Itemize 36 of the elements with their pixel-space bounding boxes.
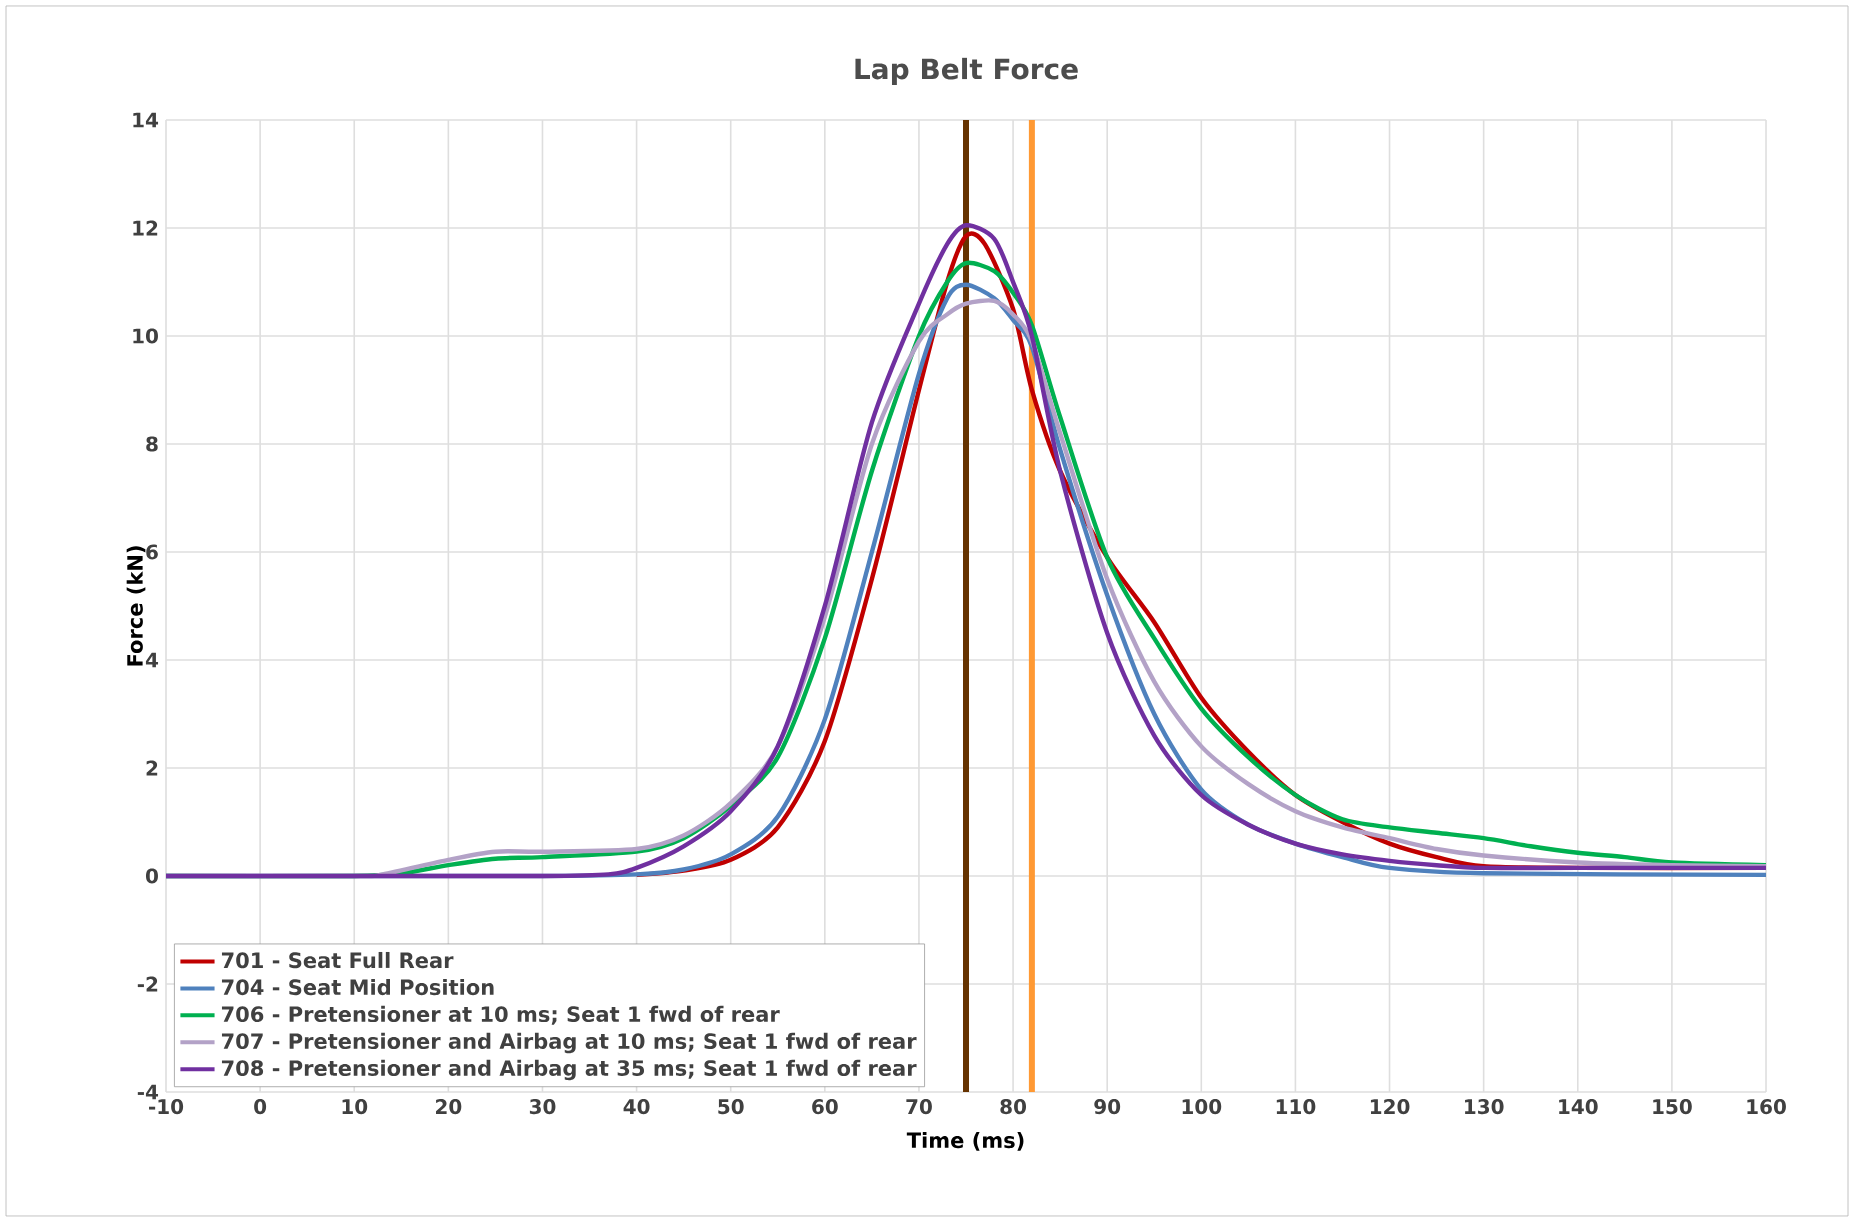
legend-label: 706 - Pretensioner at 10 ms; Seat 1 fwd of rear — [221, 1005, 780, 1025]
x-tick-label: 20 — [436, 1099, 462, 1115]
x-tick-label: 130 — [1465, 1099, 1504, 1115]
x-tick-label: 30 — [529, 1099, 556, 1115]
x-tick-label: 40 — [623, 1099, 650, 1115]
x-tick-label: -10 — [149, 1099, 184, 1115]
x-tick-label: 60 — [812, 1099, 838, 1115]
x-tick-label: 100 — [1182, 1099, 1222, 1115]
legend-label: 707 - Pretensioner and Airbag at 10 ms; Seat 1 fwd of rear — [221, 1032, 917, 1054]
y-axis-title: Force (kN) — [126, 546, 146, 666]
x-tick-label: 50 — [718, 1099, 744, 1115]
x-tick-label: 160 — [1747, 1099, 1786, 1115]
legend-label: 701 - Seat Full Rear — [221, 951, 454, 969]
y-tick-label: -2 — [137, 976, 158, 992]
x-tick-label: 150 — [1653, 1099, 1692, 1115]
y-tick-label: 4 — [145, 652, 159, 668]
x-tick-label: 120 — [1370, 1099, 1410, 1115]
y-tick-label: 10 — [133, 328, 158, 344]
y-tick-label: 0 — [145, 868, 158, 884]
x-tick-label: 110 — [1276, 1099, 1316, 1115]
y-tick-label: 6 — [146, 544, 158, 560]
legend-label: 704 - Seat Mid Position — [221, 978, 494, 996]
x-tick-label: 90 — [1094, 1099, 1121, 1115]
x-tick-label: 10 — [342, 1099, 368, 1115]
x-tick-label: 80 — [1000, 1099, 1027, 1115]
x-tick-label: 140 — [1559, 1099, 1598, 1115]
x-tick-label: 70 — [906, 1099, 932, 1115]
y-tick-label: -4 — [137, 1084, 159, 1100]
y-tick-label: 14 — [133, 112, 159, 128]
y-tick-label: 8 — [146, 436, 158, 452]
legend-label: 708 - Pretensioner and Airbag at 35 ms; Seat 1 fwd of rear — [221, 1059, 917, 1081]
x-tick-label: 0 — [254, 1099, 267, 1115]
chart-title: Lap Belt Force — [855, 57, 1078, 85]
y-tick-label: 2 — [146, 760, 158, 776]
x-axis-title: Time (ms) — [906, 1131, 1024, 1151]
y-tick-label: 12 — [133, 220, 158, 236]
